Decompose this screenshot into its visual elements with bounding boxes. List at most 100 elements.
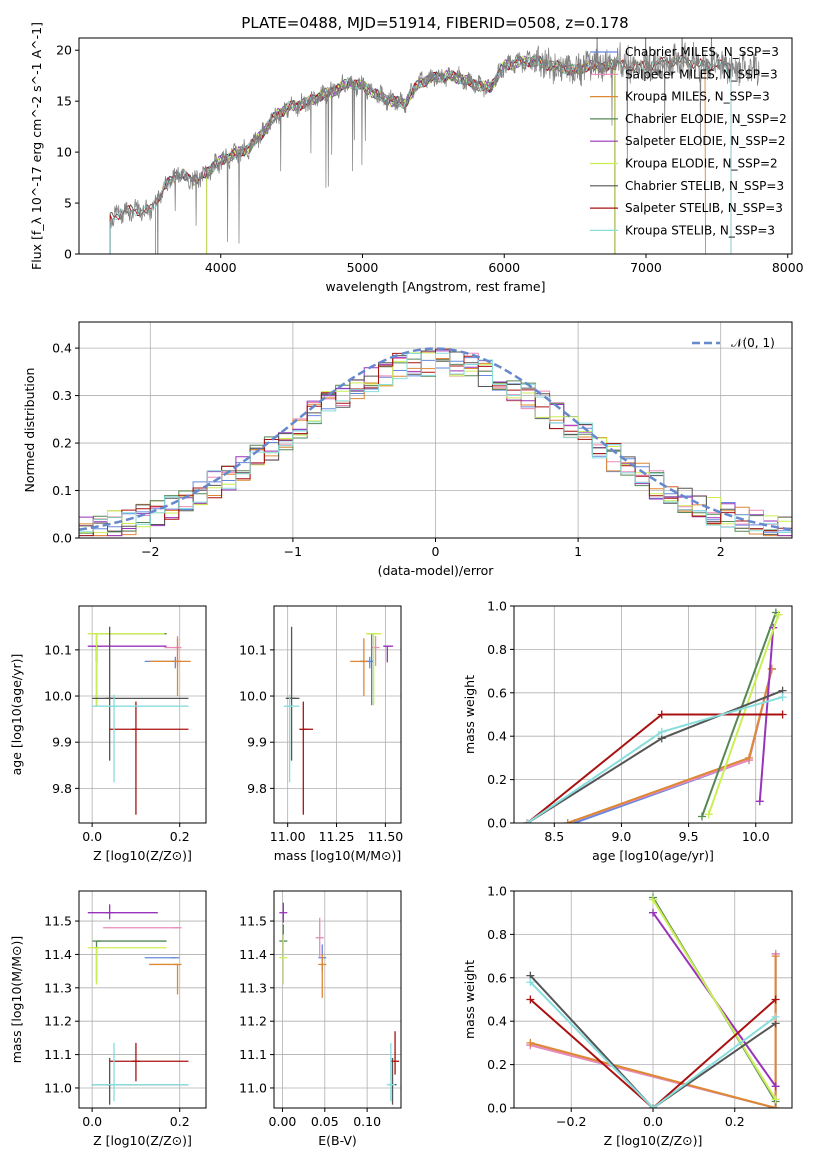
x-axis-label: Z [log10(Z/Z⊙)]: [93, 848, 192, 863]
x-tick-label: 10.0: [742, 829, 770, 844]
errorbar-point: [386, 1042, 395, 1102]
x-tick-label: 0.0: [643, 1114, 663, 1129]
plus-marker: [778, 710, 787, 719]
errorbar-point: [87, 904, 158, 920]
y-tick-label: 11.5: [239, 914, 267, 929]
y-tick-label: 11.2: [44, 1014, 72, 1029]
x-axis-label: E(B-V): [318, 1133, 357, 1148]
panel-mass_vs_Z: 0.0 0.2 11.0 11.1 11.2 11.3 11.4 11.5 Z [log10(Z…: [9, 890, 207, 1148]
panel-residuals: −2 −1 0 1 2 0.0 0.1 0.2 0.3 0.4 (data-model)/error…: [22, 321, 793, 578]
errorbar-point: [149, 638, 191, 697]
y-tick-label: 0.6: [487, 970, 507, 985]
legend-entry-normal: 𝒩(0, 1): [731, 336, 775, 350]
legend-entry-1: Chabrier MILES, N_SSP=3: [625, 45, 779, 59]
legend-entry-2: Salpeter MILES, N_SSP=3: [625, 67, 778, 81]
errorbar-point: [371, 636, 380, 667]
y-tick-label: 10.0: [239, 689, 267, 704]
legend-entry-4: Chabrier ELODIE, N_SSP=2: [625, 112, 787, 126]
y-tick-label: 20: [56, 43, 72, 58]
y-tick-label: 0.0: [487, 816, 507, 831]
x-tick-label: 8.5: [544, 829, 564, 844]
panel-mass_vs_ebv: 0.00 0.05 0.10 11.0 11.1 11.2 11.3 11.4 11.5 E(B-…: [239, 890, 402, 1148]
panel-age_vs_mass: 11.00 11.25 11.50 9.8 9.9 10.0 10.1 mass [log10…: [239, 605, 403, 863]
x-tick-label: 0.0: [82, 1114, 102, 1129]
plus-marker: [774, 610, 783, 619]
y-axis-label: Normed distribution: [22, 368, 37, 493]
x-tick-label: −0.2: [556, 1114, 586, 1129]
errorbar-point: [318, 954, 327, 998]
histogram-9: [79, 352, 792, 533]
y-tick-label: 0.4: [52, 341, 72, 356]
errorbar-point: [383, 645, 394, 663]
panel-age_vs_Z: 0.0 0.2 9.8 9.9 10.0 10.1 Z [log10(Z/Z⊙)] age […: [9, 605, 207, 863]
y-tick-label: 11.4: [239, 947, 267, 962]
x-axis-label: mass [log10(M/M⊙)]: [274, 848, 402, 863]
y-tick-label: 0.0: [487, 1101, 507, 1116]
panel-massweight_vs_age: 8.5 9.0 9.5 10.0 0.0 0.2 0.4 0.6 0.8 1.0 age [log1…: [462, 599, 793, 863]
plot-area: [274, 606, 401, 823]
x-axis-label: (data-model)/error: [378, 563, 495, 578]
x-tick-label: −1: [284, 544, 302, 559]
y-tick-label: 11.0: [44, 1080, 72, 1095]
y-axis-label: mass [log10(M/M⊙)]: [9, 936, 24, 1064]
y-tick-label: 0.2: [487, 1057, 507, 1072]
plus-marker: [698, 812, 707, 821]
series-line: [649, 895, 780, 1104]
y-tick-label: 9.9: [247, 735, 267, 750]
plus-marker: [771, 995, 780, 1004]
x-tick-label: 0: [432, 544, 440, 559]
y-tick-label: 0.1: [52, 483, 72, 498]
x-tick-label: 0.2: [170, 829, 190, 844]
errorbar-point: [279, 934, 288, 985]
errorbar-point: [92, 626, 189, 761]
plot-area: [79, 891, 206, 1108]
y-tick-label: 0.4: [487, 1014, 507, 1029]
plus-marker: [526, 1038, 535, 1047]
axes-frame: [78, 605, 207, 824]
errorbar-point: [350, 638, 368, 697]
y-tick-label: 0.3: [52, 388, 72, 403]
legend-entry-8: Salpeter STELIB, N_SSP=3: [625, 201, 783, 215]
y-tick-label: 15: [56, 94, 72, 109]
y-tick-label: 0.8: [487, 642, 507, 657]
errorbar-point: [391, 1031, 400, 1075]
x-tick-label: 1: [574, 544, 582, 559]
plus-marker: [526, 995, 535, 1004]
x-tick-label: 11.25: [319, 829, 355, 844]
plus-marker: [771, 952, 780, 961]
plus-marker: [523, 819, 532, 823]
plus-marker: [649, 895, 657, 904]
errorbar-point: [315, 917, 324, 958]
errorbar-point: [92, 694, 189, 783]
errorbar-point: [299, 701, 314, 815]
x-tick-label: 9.0: [611, 829, 631, 844]
series-line: [526, 978, 780, 1108]
x-tick-label: 0.2: [725, 1114, 745, 1129]
y-tick-label: 11.3: [44, 980, 72, 995]
plot-area: [514, 606, 792, 823]
plus-marker: [755, 797, 764, 806]
plus-marker: [778, 693, 787, 702]
x-axis-label: wavelength [Angstrom, rest frame]: [325, 279, 545, 294]
x-tick-label: 0.05: [311, 1114, 339, 1129]
y-tick-label: 11.2: [239, 1014, 267, 1029]
plus-marker: [745, 753, 754, 762]
plus-marker: [657, 727, 666, 736]
errorbar-point: [365, 633, 382, 706]
chart-title: PLATE=0488, MJD=51914, FIBERID=0508, z=0…: [241, 14, 628, 32]
plus-marker: [563, 819, 572, 823]
x-tick-label: 2: [717, 544, 725, 559]
plot-area: [109, 38, 760, 254]
axes-frame: [78, 37, 793, 255]
y-tick-label: 11.0: [239, 1080, 267, 1095]
plus-marker: [771, 1095, 780, 1104]
plot-area: [514, 891, 792, 1108]
y-tick-label: 10: [56, 145, 72, 160]
x-tick-label: 11.50: [367, 829, 403, 844]
panel-massweight_vs_Z: −0.2 0.0 0.2 0.0 0.2 0.4 0.6 0.8 1.0 Z [log10(Z/Z…: [462, 884, 793, 1148]
legend-entry-5: Salpeter ELODIE, N_SSP=2: [625, 134, 786, 148]
errorbar-point: [149, 963, 182, 995]
y-tick-label: 10.1: [239, 642, 267, 657]
x-tick-label: 4000: [205, 260, 237, 275]
